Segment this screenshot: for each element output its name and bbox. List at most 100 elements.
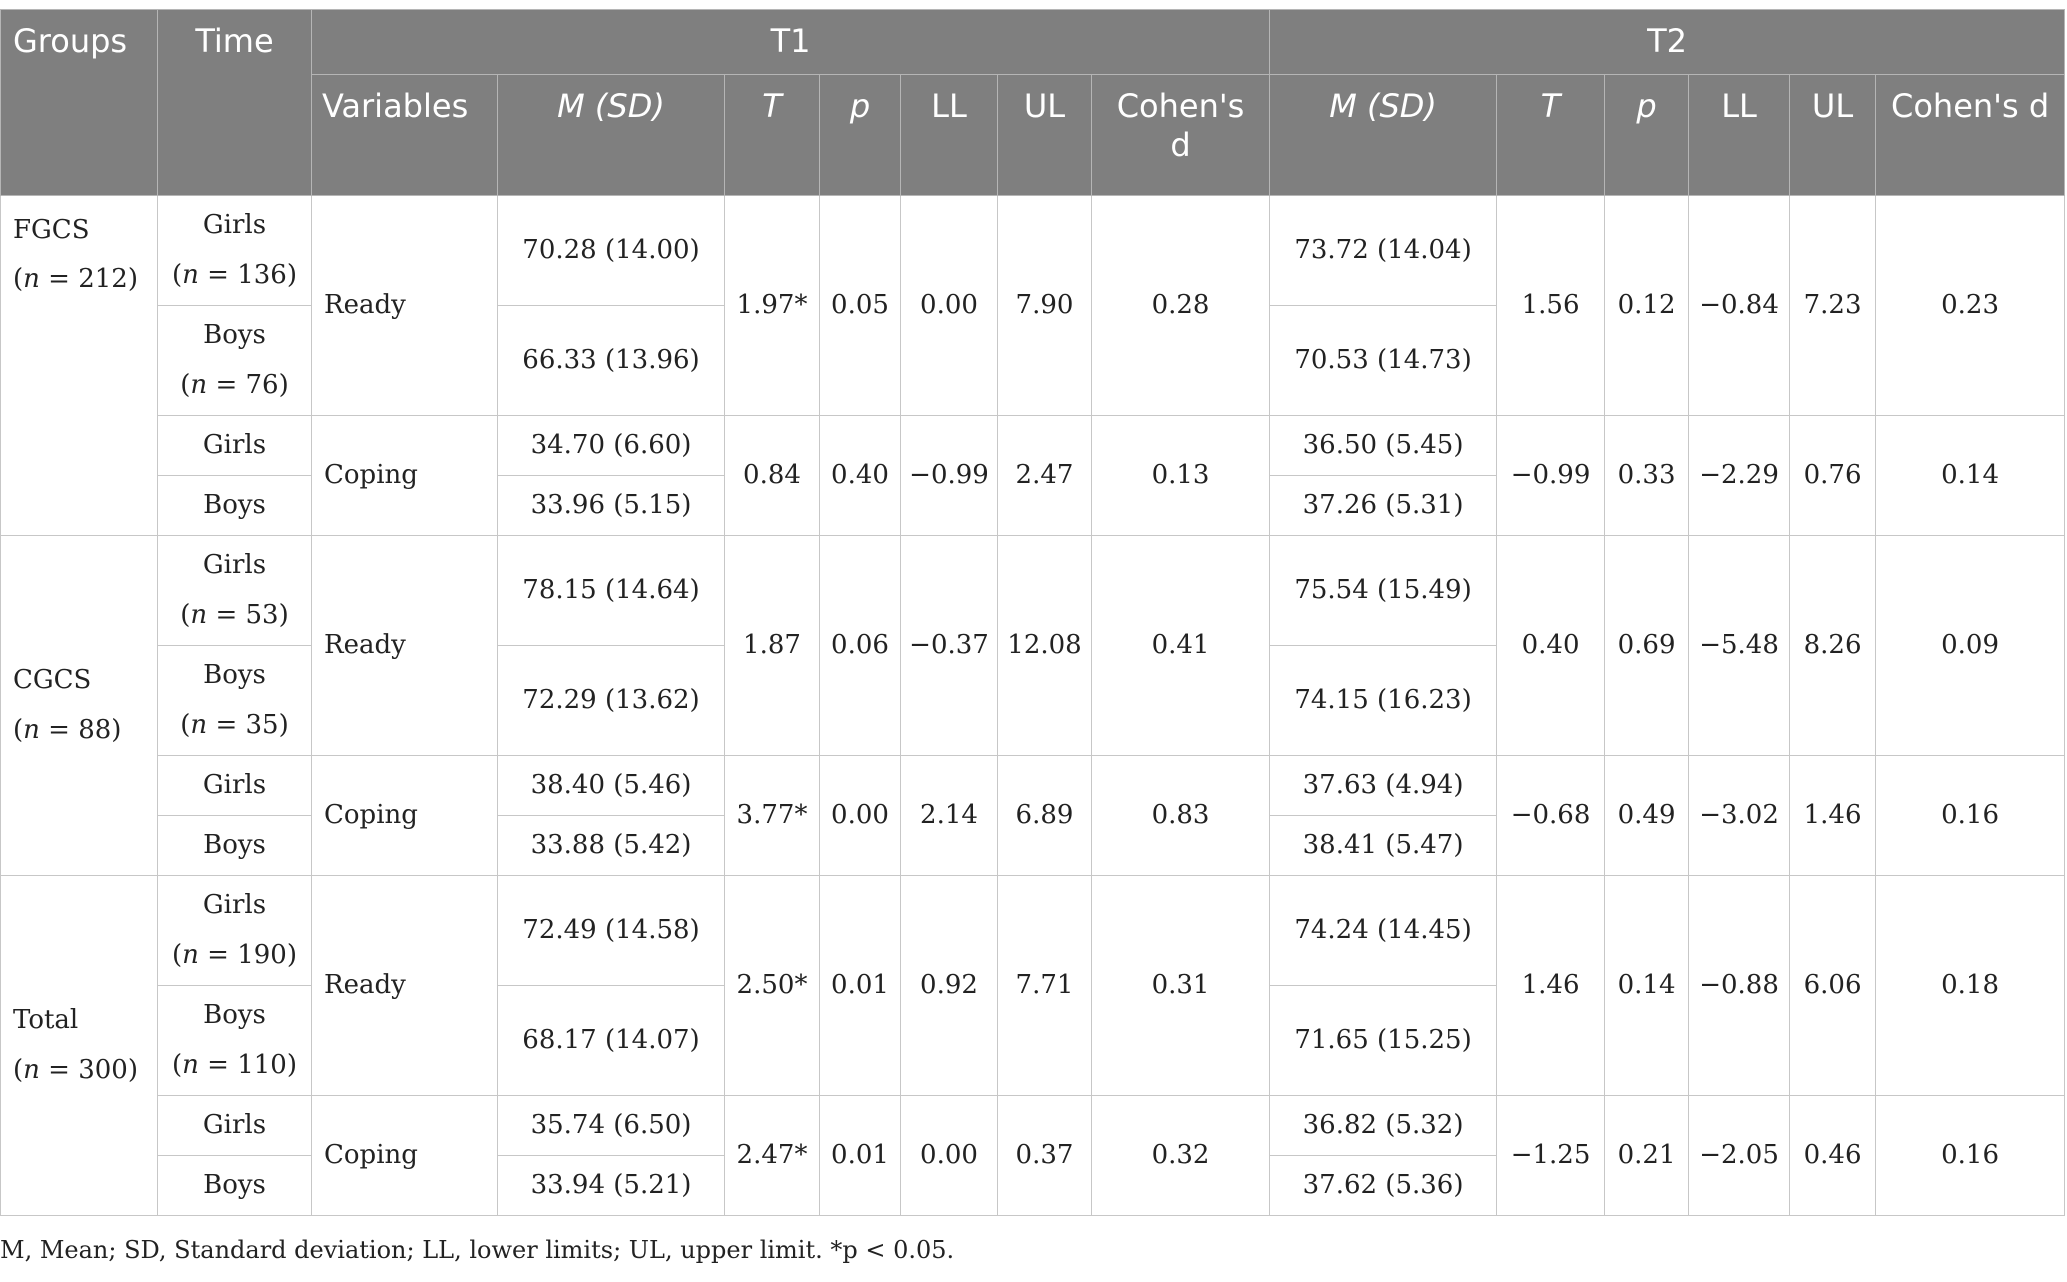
t1-cohens-d-cell: 0.28: [1090, 195, 1271, 416]
sample-size-value: = 300): [48, 1054, 138, 1085]
col-header-t1: T1: [310, 9, 1271, 75]
t2-cohens-d-cell: 0.14: [1875, 415, 2066, 536]
t2-ll-cell: −2.29: [1688, 415, 1791, 536]
t2-cohens-d-cell: 0.16: [1875, 1095, 2066, 1216]
t1-p-cell: 0.05: [819, 195, 901, 416]
table-row: FGCS (n = 212) Girls (n = 136) Ready 70.28 (1…: [0, 195, 2066, 536]
t1-t-cell: 2.50*: [724, 875, 820, 1096]
t2-p-cell: 0.14: [1604, 875, 1690, 1096]
variable-cell: Ready: [311, 195, 498, 416]
t2-t-cell: 1.46: [1496, 875, 1606, 1096]
t2-p-cell: 0.33: [1604, 415, 1690, 536]
t1-ul-cell: 12.08: [997, 535, 1092, 756]
col-header-t1-ll: LL: [900, 74, 998, 196]
group-cell: CGCS (n = 88): [0, 535, 158, 876]
table-row: Total (n = 300) Girls (n = 190) Ready 72.49 (…: [0, 875, 2066, 1216]
t2-msd-cell: 37.26 (5.31): [1269, 475, 1498, 536]
t1-msd-cell: 38.40 (5.46): [497, 755, 725, 816]
sex-cell: Boys (n = 76): [157, 305, 312, 416]
t1-msd-cell: 70.28 (14.00): [497, 195, 725, 306]
t2-ul-cell: 7.23: [1789, 195, 1877, 416]
col-header-groups: Groups: [0, 9, 158, 196]
col-header-t2-cohens-d: Cohen's d: [1875, 74, 2066, 196]
sample-size-symbol: n: [182, 1049, 199, 1080]
col-header-variables: Variables: [311, 74, 498, 196]
sample-size-symbol: n: [190, 369, 208, 400]
sample-size-symbol: n: [23, 1054, 40, 1085]
col-header-t2-t: T: [1496, 74, 1606, 196]
sex-label: Girls: [202, 1109, 267, 1140]
variable-cell: Ready: [311, 875, 498, 1096]
table-header: Groups Time T1 T2 Variables M (SD) T p L…: [0, 9, 2066, 196]
sex-label: Boys: [203, 489, 266, 520]
stats-table: Groups Time T1 T2 Variables M (SD) T p L…: [0, 9, 2066, 1216]
t2-ul-cell: 1.46: [1789, 755, 1877, 876]
t2-msd-cell: 38.41 (5.47): [1269, 815, 1498, 876]
t1-p-cell: 0.40: [819, 415, 901, 536]
t2-msd-cell: 37.63 (4.94): [1269, 755, 1498, 816]
col-header-t2-msd: M (SD): [1269, 74, 1498, 196]
t1-msd-cell: 72.49 (14.58): [497, 875, 725, 986]
t2-p-cell: 0.69: [1604, 535, 1690, 756]
sample-size-value: = 88): [48, 714, 122, 745]
col-header-t1-cohens-d: Cohen's d: [1090, 74, 1271, 196]
t1-ul-cell: 2.47: [997, 415, 1092, 536]
sample-size: (n = 53): [180, 599, 289, 630]
t2-cohens-d-cell: 0.23: [1875, 195, 2066, 416]
group-cell: FGCS (n = 212): [0, 195, 158, 536]
t1-msd-cell: 35.74 (6.50): [497, 1095, 725, 1156]
t2-ll-cell: −2.05: [1688, 1095, 1791, 1216]
t2-p-cell: 0.12: [1604, 195, 1690, 416]
sample-size-symbol: n: [23, 264, 40, 295]
sex-label: Boys: [203, 1169, 266, 1200]
table-row: Boys (n = 35) 72.29 (13.62) 74.15 (16.23): [1, 645, 2065, 756]
sex-label: Girls: [202, 429, 267, 460]
t1-cohens-d-cell: 0.32: [1090, 1095, 1271, 1216]
sample-size-value: = 76): [215, 369, 289, 400]
t1-ll-cell: 0.92: [900, 875, 998, 1096]
table-row: Boys (n = 110) 68.17 (14.07) 71.65 (15.25): [1, 985, 2065, 1096]
table-row: Boys 33.96 (5.15) 37.26 (5.31): [1, 475, 2065, 536]
col-header-t1-ul: UL: [997, 74, 1092, 196]
t2-ul-cell: 0.46: [1789, 1095, 1877, 1216]
sex-label: Girls: [202, 210, 267, 241]
t2-msd-cell: 74.15 (16.23): [1269, 645, 1498, 756]
group-name: FGCS: [13, 215, 90, 245]
t2-msd-cell: 37.62 (5.36): [1269, 1155, 1498, 1216]
t2-msd-cell: 36.50 (5.45): [1269, 415, 1498, 476]
sex-cell: Boys: [157, 815, 312, 876]
t1-ul-cell: 6.89: [997, 755, 1092, 876]
t1-t-cell: 0.84: [724, 415, 820, 536]
t2-t-cell: 1.56: [1496, 195, 1606, 416]
sample-size-value: = 53): [215, 599, 289, 630]
col-header-time: Time: [157, 9, 312, 196]
sex-cell: Girls: [157, 415, 312, 476]
variable-cell: Coping: [311, 755, 498, 876]
t1-msd-cell: 34.70 (6.60): [497, 415, 725, 476]
t1-t-cell: 1.97*: [724, 195, 820, 416]
col-header-t2-ul: UL: [1789, 74, 1877, 196]
t1-msd-cell: 33.88 (5.42): [497, 815, 725, 876]
t1-msd-cell: 68.17 (14.07): [497, 985, 725, 1096]
t1-ll-cell: 0.00: [900, 1095, 998, 1216]
sample-size: (n = 190): [172, 939, 297, 970]
t2-t-cell: 0.40: [1496, 535, 1606, 756]
t1-msd-cell: 78.15 (14.64): [497, 535, 725, 646]
t1-msd-cell: 33.96 (5.15): [497, 475, 725, 536]
sample-size: (n = 35): [180, 709, 289, 740]
t2-msd-cell: 70.53 (14.73): [1269, 305, 1498, 416]
sex-cell: Boys: [157, 1155, 312, 1216]
table-footnote: M, Mean; SD, Standard deviation; LL, low…: [0, 1236, 955, 1264]
col-header-t2-p: p: [1604, 74, 1690, 196]
t2-msd-cell: 73.72 (14.04): [1269, 195, 1498, 306]
t1-t-cell: 1.87: [724, 535, 820, 756]
group-name: Total: [13, 1005, 79, 1036]
sample-size-value: = 212): [48, 264, 138, 295]
sex-label: Girls: [202, 550, 267, 581]
sample-size-value: = 136): [207, 259, 297, 290]
sample-size-symbol: n: [182, 939, 199, 970]
table-row: Girls Coping 38.40 (5.46) 3.77* 0.00 2.14 6.89…: [1, 755, 2066, 876]
t1-ul-cell: 0.37: [997, 1095, 1092, 1216]
t1-ll-cell: 0.00: [900, 195, 998, 416]
t1-msd-cell: 72.29 (13.62): [497, 645, 725, 756]
